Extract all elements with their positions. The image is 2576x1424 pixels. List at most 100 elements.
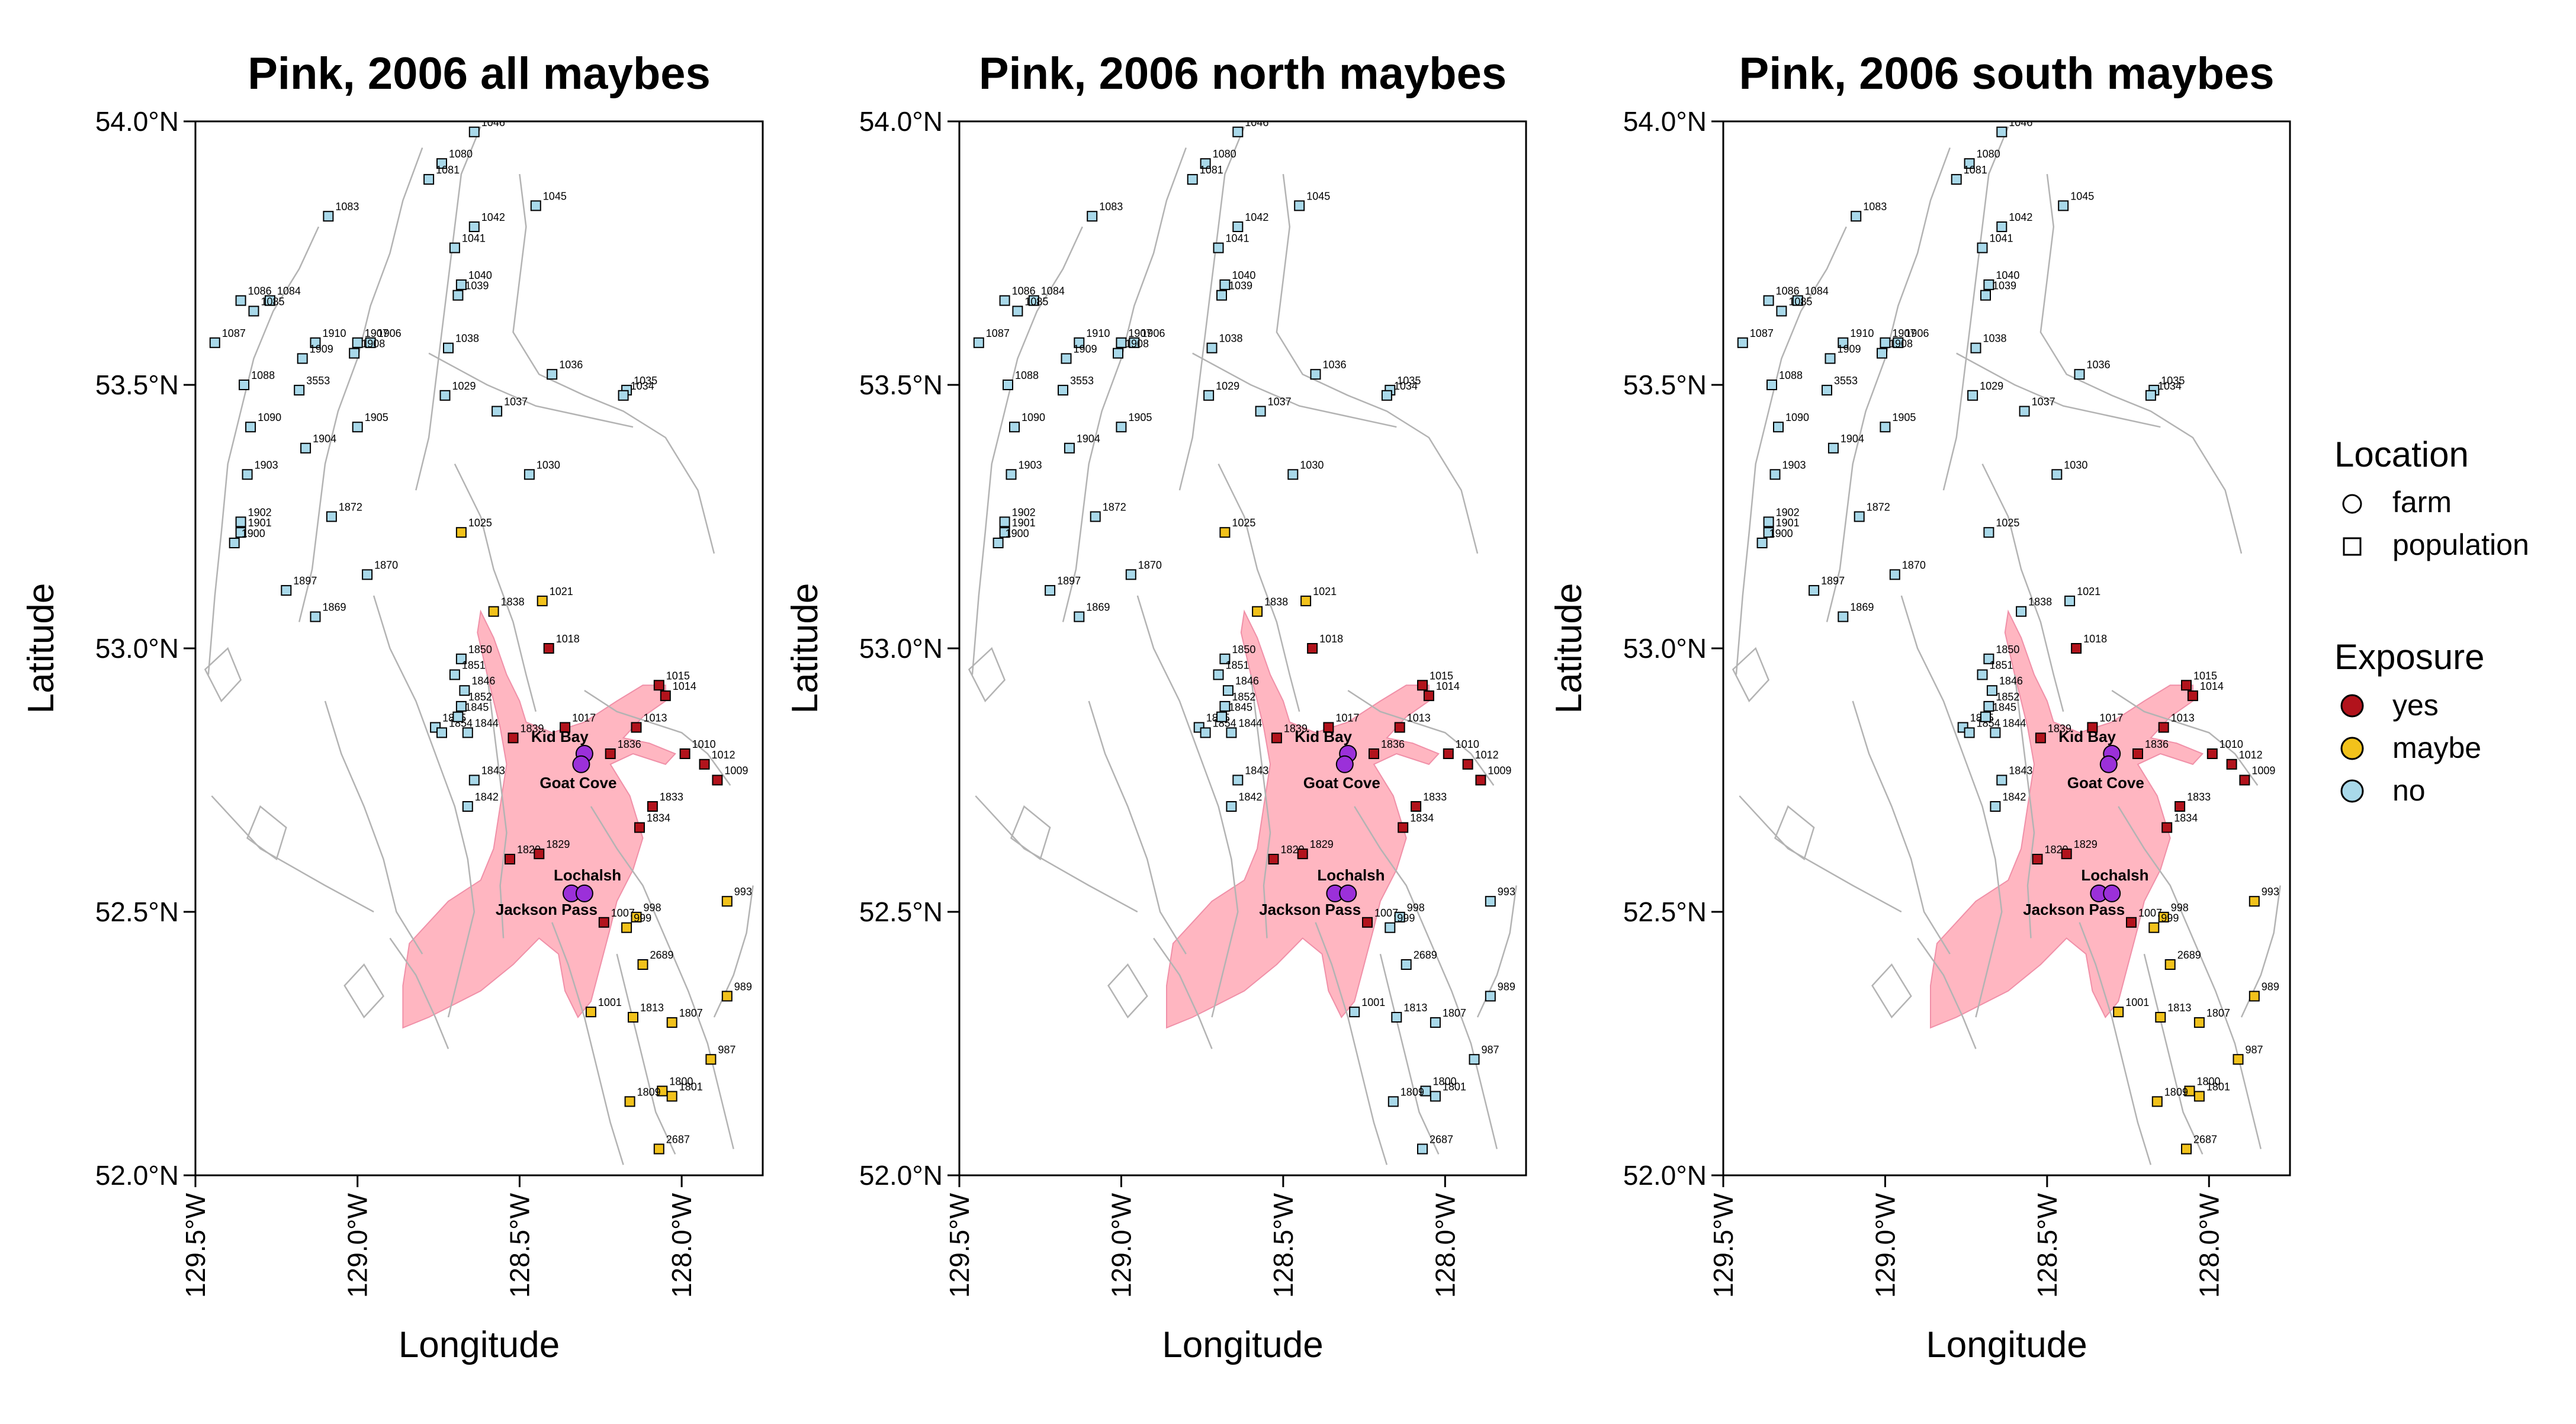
population-marker <box>1252 606 1263 617</box>
coastline <box>1088 700 1187 954</box>
lon-tick-label: 129.0°W <box>1106 1192 1136 1298</box>
population-label: 1015 <box>2193 670 2217 682</box>
lon-tick-label: 129.0°W <box>342 1192 373 1298</box>
population-label: 1842 <box>2002 791 2026 803</box>
population-marker <box>2151 1096 2163 1107</box>
population-marker <box>2239 774 2250 786</box>
population-marker <box>618 390 629 401</box>
population-label: 1909 <box>1838 343 1861 355</box>
population-label: 1829 <box>2074 838 2098 850</box>
coastline <box>2013 674 2035 938</box>
population-label: 1090 <box>1022 412 1045 423</box>
population-label: 1083 <box>1863 201 1887 213</box>
population-label: 1836 <box>1381 738 1405 750</box>
population-marker <box>443 342 454 353</box>
population-marker <box>264 295 275 306</box>
population-marker <box>294 384 305 396</box>
population-label: 1007 <box>1374 907 1398 919</box>
coastline <box>1354 806 1498 1149</box>
population-label: 1040 <box>1232 269 1255 281</box>
population-label: 1090 <box>258 412 281 423</box>
coastline <box>1276 173 1479 554</box>
population-label: 3553 <box>1834 375 1858 387</box>
population-marker <box>1983 653 1994 664</box>
legend-location-label: population <box>2392 528 2529 561</box>
island-outline <box>1107 963 1148 1019</box>
population-marker <box>647 801 658 812</box>
population-label: 2689 <box>650 949 674 961</box>
population-marker <box>326 511 337 522</box>
population-marker <box>993 538 1004 548</box>
population-marker <box>2161 822 2173 833</box>
population-label: 1090 <box>1785 412 1809 423</box>
population-marker <box>2032 854 2043 864</box>
population-marker <box>1411 801 1422 812</box>
population-marker <box>1763 516 1774 528</box>
population-label: 1080 <box>1977 148 2000 160</box>
population-label: 998 <box>644 902 661 914</box>
population-label: 1845 <box>1229 702 1252 713</box>
population-marker <box>1996 126 2008 137</box>
population-marker <box>1469 1054 1480 1065</box>
population-label: 1833 <box>1423 791 1447 803</box>
population-marker <box>1996 774 2008 786</box>
population-marker <box>585 1007 596 1018</box>
population-marker <box>1980 290 1991 301</box>
population-marker <box>2158 722 2169 733</box>
population-marker <box>452 711 464 722</box>
population-marker <box>1851 211 1862 222</box>
population-marker <box>2113 1007 2124 1018</box>
population-marker <box>2148 922 2160 933</box>
population-label: 1870 <box>1138 559 1162 571</box>
population-label: 1042 <box>1245 211 1268 223</box>
population-label: 1009 <box>724 765 748 777</box>
population-label: 1037 <box>1268 396 1292 408</box>
population-marker <box>242 469 253 480</box>
population-marker <box>1028 295 1039 306</box>
population-marker <box>2051 469 2063 480</box>
population-marker <box>1074 611 1085 622</box>
coastline <box>1153 937 1213 1049</box>
population-marker <box>2193 1091 2205 1102</box>
island-outline <box>1774 805 1815 861</box>
population-marker <box>2035 732 2046 744</box>
population-label: 1903 <box>1782 459 1806 471</box>
population-marker <box>1232 221 1244 232</box>
population-label: 1850 <box>1232 644 1255 655</box>
population-label: 1907 <box>1128 327 1152 339</box>
population-marker <box>1398 822 1409 833</box>
population-marker <box>605 748 616 759</box>
population-label: 1809 <box>1401 1086 1424 1098</box>
population-label: 2687 <box>1430 1134 1453 1146</box>
population-label: 1834 <box>2174 812 2198 824</box>
farm-marker <box>572 755 590 773</box>
population-label: 1901 <box>1012 517 1036 529</box>
population-label: 1870 <box>374 559 398 571</box>
legend: Location farm population Exposure yes maybe no <box>2334 435 2529 807</box>
population-marker <box>449 242 460 253</box>
population-label: 1036 <box>2087 359 2111 371</box>
population-label: 1902 <box>1012 506 1036 518</box>
coastline <box>1852 700 1951 954</box>
population-marker <box>1880 337 1891 348</box>
population-label: 1839 <box>1284 722 1308 734</box>
population-marker <box>534 848 545 860</box>
population-label: 1909 <box>310 343 333 355</box>
farm-label: Jackson Pass <box>1259 901 1361 918</box>
population-label: 1039 <box>1229 280 1252 292</box>
population-marker <box>1967 390 1978 401</box>
population-label: 1801 <box>679 1081 703 1093</box>
population-marker <box>2087 722 2098 733</box>
coastline <box>1192 352 1397 428</box>
population-marker <box>699 758 710 770</box>
population-label: 1086 <box>248 285 272 297</box>
population-marker <box>712 774 723 786</box>
population-marker <box>1300 595 1312 606</box>
panel-title: Pink, 2006 all maybes <box>248 49 711 99</box>
population-marker <box>2181 1143 2192 1155</box>
population-marker <box>1268 854 1279 864</box>
population-label: 1021 <box>1313 586 1337 597</box>
coastline <box>2240 885 2281 1018</box>
population-marker <box>2126 917 2137 928</box>
population-marker <box>1323 722 1334 733</box>
